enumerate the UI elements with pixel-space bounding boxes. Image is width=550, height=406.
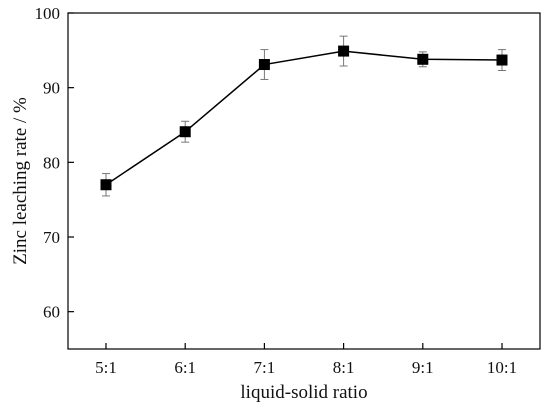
x-tick-label: 9:1 <box>412 358 434 377</box>
x-tick-label: 5:1 <box>95 358 117 377</box>
series-group <box>100 35 508 197</box>
data-point-marker <box>338 45 350 57</box>
y-tick-label: 60 <box>43 303 60 322</box>
x-tick-label: 6:1 <box>174 358 196 377</box>
data-point-marker <box>417 53 429 65</box>
y-tick-label: 100 <box>35 4 61 23</box>
y-tick-label: 70 <box>43 228 60 247</box>
x-tick-label: 7:1 <box>254 358 276 377</box>
plot-area-frame <box>67 12 541 350</box>
data-point-marker <box>100 179 112 191</box>
plot-frame-box <box>67 12 541 350</box>
data-point-marker <box>496 54 508 66</box>
y-tick-label: 80 <box>43 153 60 172</box>
y-tick-label: 90 <box>43 79 60 98</box>
data-point-marker <box>258 59 270 71</box>
x-tick-label: 8:1 <box>333 358 355 377</box>
data-point-marker <box>179 126 191 138</box>
y-axis: 60 70 80 90 100 <box>35 4 74 322</box>
y-axis-title: Zinc leaching rate / % <box>10 97 31 265</box>
series-line <box>105 50 503 186</box>
x-tick-label: 10:1 <box>487 358 517 377</box>
x-axis-title: liquid-solid ratio <box>240 382 367 403</box>
x-axis: 5:1 6:1 7:1 8:1 9:1 10:1 <box>95 343 517 377</box>
